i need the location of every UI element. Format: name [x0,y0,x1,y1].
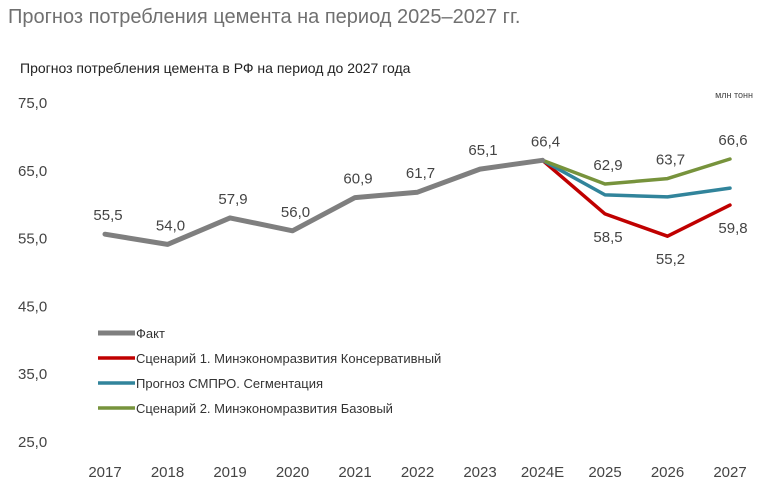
y-tick-label: 45,0 [18,298,47,315]
x-tick-label: 2026 [651,464,684,481]
y-axis: 75,0 65,0 55,0 45,0 35,0 25,0 [18,95,47,451]
legend-label: Прогноз СМПРО. Сегментация [136,376,323,391]
x-tick-label: 2020 [276,464,309,481]
page-title: Прогноз потребления цемента на период 20… [8,6,521,28]
x-tick-label: 2023 [463,464,496,481]
legend-label: Сценарий 2. Минэкономразвития Базовый [136,401,393,416]
x-tick-label: 2021 [338,464,371,481]
data-label: 65,1 [468,142,497,159]
x-tick-label: 2022 [401,464,434,481]
legend: Факт Сценарий 1. Минэкономразвития Консер… [98,326,441,416]
data-label: 66,4 [531,133,560,150]
x-tick-label: 2027 [713,464,746,481]
series-line [540,157,732,186]
x-tick-label: 2024E [521,464,564,481]
data-label: 61,7 [406,165,435,182]
data-label: 63,7 [656,152,685,169]
x-axis: 2017 2018 2019 2020 2021 2022 2023 2024E 2025 202… [88,464,746,481]
x-tick-label: 2019 [213,464,246,481]
series-line [102,157,545,247]
unit-label: млн тонн [715,90,753,100]
y-tick-label: 55,0 [18,231,47,248]
y-tick-label: 75,0 [18,95,47,112]
data-label: 54,0 [156,217,185,234]
legend-label: Сценарий 1. Минэкономразвития Консервати… [136,351,441,366]
y-tick-label: 35,0 [18,366,47,383]
y-tick-label: 65,0 [18,163,47,180]
data-label: 59,8 [718,220,747,237]
series-line [540,158,732,199]
series-lines [102,157,732,247]
y-tick-label: 25,0 [18,434,47,451]
legend-label: Факт [136,326,165,341]
data-label: 55,5 [93,207,122,224]
data-label: 62,9 [593,157,622,174]
data-label: 60,9 [343,171,372,188]
x-tick-label: 2018 [151,464,184,481]
chart-title: Прогноз потребления цемента в РФ на пери… [20,60,411,76]
data-label: 58,5 [593,229,622,246]
data-label: 57,9 [218,191,247,208]
series-line [540,158,732,238]
data-labels: 55,5 54,0 57,9 56,0 60,9 61,7 65,1 66,4 62,9 63,7… [93,132,747,268]
x-tick-label: 2017 [88,464,121,481]
data-label: 66,6 [718,132,747,149]
x-tick-label: 2025 [588,464,621,481]
data-label: 55,2 [656,251,685,268]
data-label: 56,0 [281,204,310,221]
